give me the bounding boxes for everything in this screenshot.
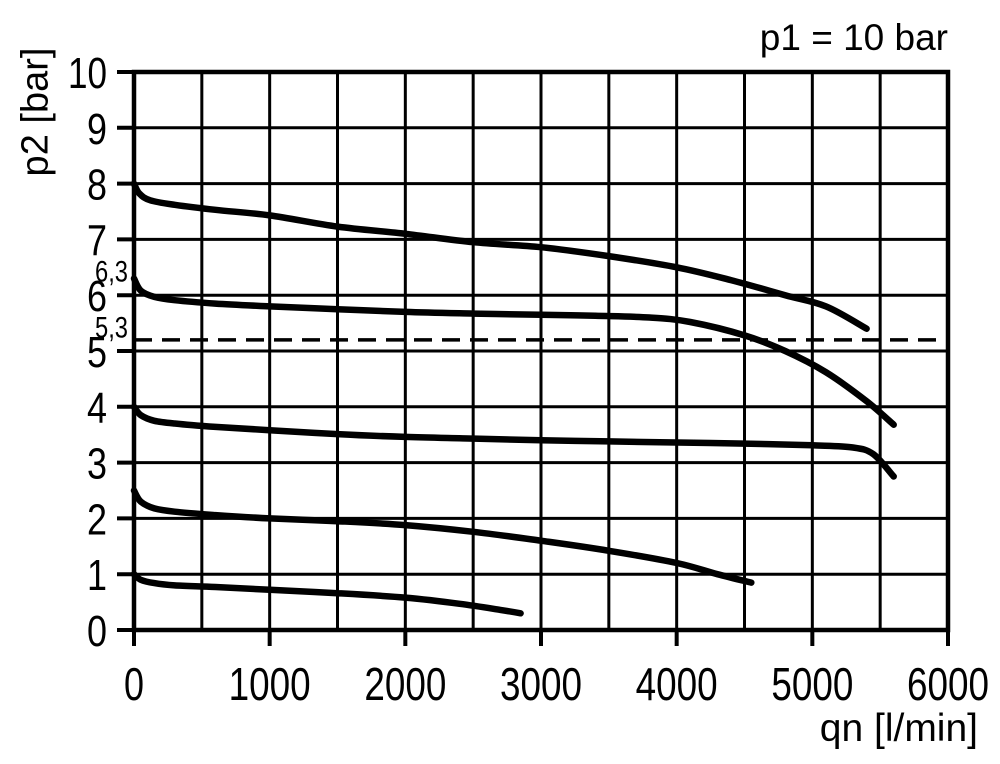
x-tick-label: 3000 [500,658,582,710]
y-tick-label: 7 [87,216,107,265]
x-tick-label: 1000 [229,658,311,710]
y-tick-label: 2 [87,495,107,544]
x-axis-label: qn [l/min] [819,707,978,750]
y-tick-label: 8 [87,161,107,210]
y-tick-label: 3 [87,440,107,489]
x-tick-label: 2000 [364,658,446,710]
y-special-label: 5,3 [95,311,128,344]
x-tick-label: 0 [124,658,144,710]
curve-p2-setting-2.5-bar [130,487,755,586]
y-tick-label: 5 [87,328,107,377]
x-tick-label: 6000 [907,658,989,710]
curve-p2-setting-1-bar [130,570,524,617]
curve-p2-setting-6.3-bar [130,275,897,428]
x-tick-label: 5000 [771,658,853,710]
y-tick-label: 10 [68,49,107,98]
y-tick-label: 4 [87,384,107,433]
curve-p2-setting-8-bar [130,180,870,332]
y-special-label: 6,3 [95,255,128,288]
y-axis-label-text: p2 [bar] [14,47,57,177]
y-tick-label: 0 [87,607,107,656]
y-tick-label: 6 [87,272,107,321]
y-tick-label: 1 [87,551,107,600]
x-tick-label: 4000 [636,658,718,710]
curve-p2-setting-4-bar [130,403,897,480]
chart-annotation: p1 = 10 bar [759,17,948,58]
y-tick-label: 9 [87,105,107,154]
